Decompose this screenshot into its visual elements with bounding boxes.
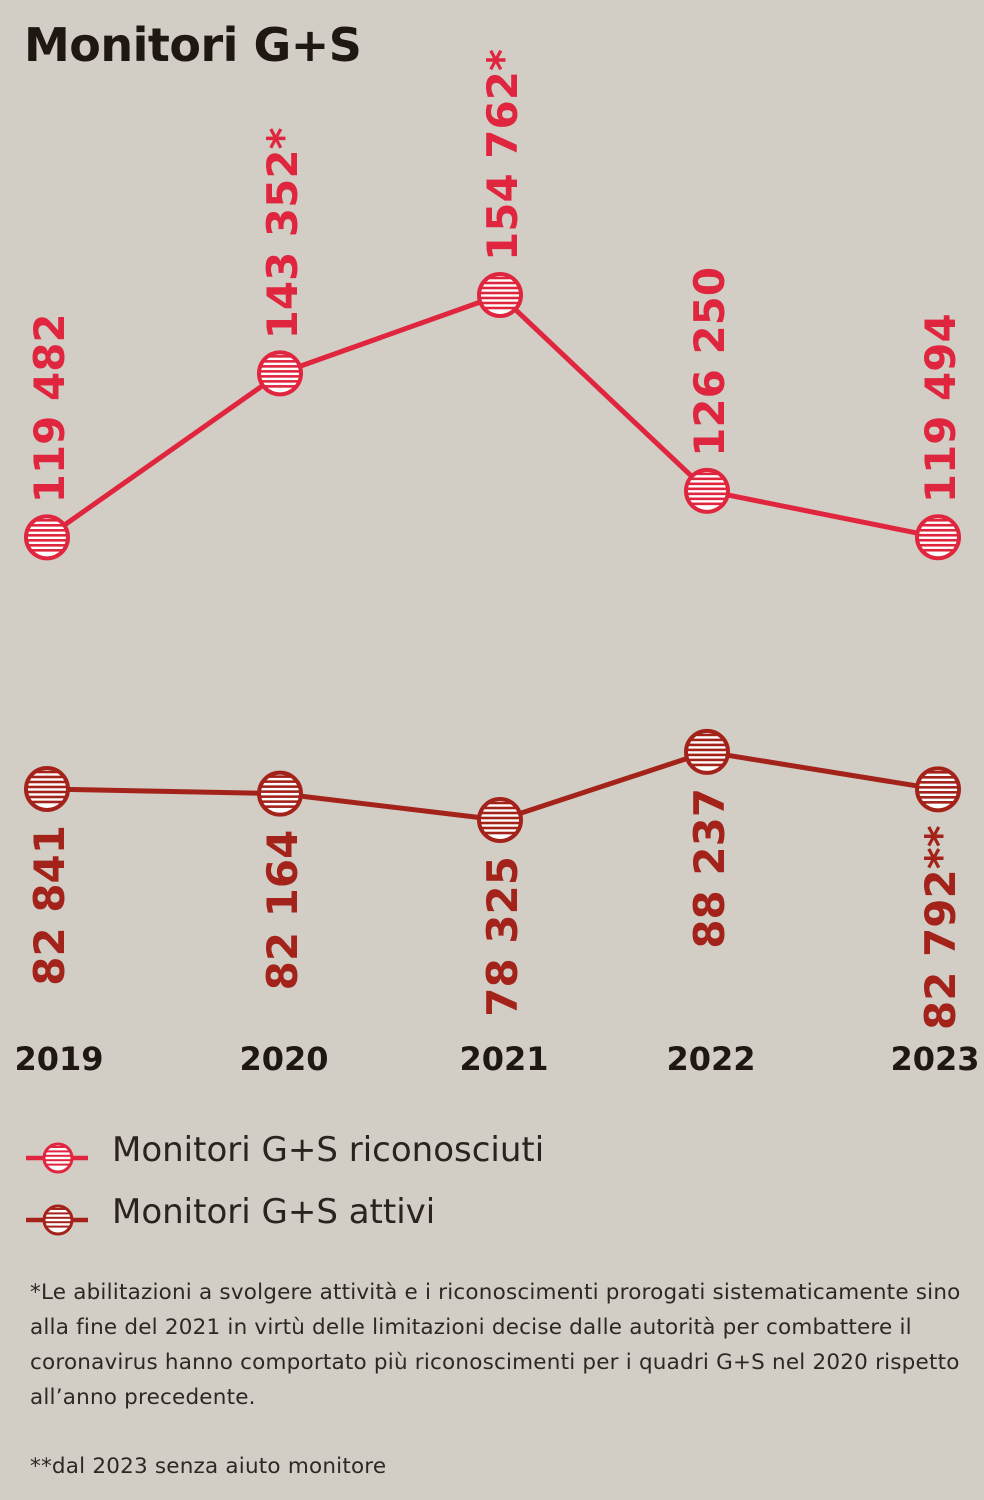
data-label-riconosciuti-2019: 119 482 [25, 313, 74, 503]
footnote-double-asterisk: **dal 2023 senza aiuto monitore [30, 1454, 387, 1479]
data-label-attivi-2023: 82 792** [916, 825, 965, 1030]
data-point-attivi-2023 [915, 766, 961, 813]
x-tick-label-2023: 2023 [890, 1040, 979, 1078]
data-point-riconosciuti-2019 [24, 514, 70, 561]
x-tick-label-2019: 2019 [14, 1040, 103, 1078]
legend-line-icon-attivi [26, 1204, 88, 1236]
line-chart: 119 482 143 352* 154 762* 126 250 119 494 82 … [14, 49, 979, 1078]
data-label-attivi-2019: 82 841 [25, 825, 74, 986]
data-point-riconosciuti-2021 [477, 272, 523, 318]
legend-label-attivi: Monitori G+S attivi [112, 1192, 436, 1232]
data-point-riconosciuti-2020 [257, 350, 303, 397]
data-point-riconosciuti-2022 [684, 467, 730, 514]
series-line-riconosciuti [45, 292, 939, 540]
data-point-attivi-2022 [684, 728, 730, 775]
x-tick-label-2021: 2021 [459, 1040, 548, 1078]
data-label-attivi-2022: 88 237 [685, 788, 734, 949]
footnotes: *Le abilitazioni a svolgere attività e i… [30, 1275, 970, 1484]
footnote-single-asterisk: *Le abilitazioni a svolgere attività e i… [30, 1280, 961, 1410]
legend-line-icon-riconosciuti [26, 1142, 88, 1174]
striped-circle-icon [42, 1142, 74, 1174]
x-tick-label-2020: 2020 [239, 1040, 328, 1078]
data-label-riconosciuti-2021: 154 762* [478, 49, 527, 261]
striped-circle-icon [42, 1204, 74, 1236]
chart-title: Monitori G+S [24, 18, 362, 72]
data-label-riconosciuti-2023: 119 494 [916, 313, 965, 503]
data-point-attivi-2021 [477, 797, 523, 843]
data-label-riconosciuti-2022: 126 250 [685, 267, 734, 457]
legend-label-riconosciuti: Monitori G+S riconosciuti [112, 1130, 545, 1170]
data-point-attivi-2019 [24, 765, 70, 812]
data-point-riconosciuti-2023 [915, 514, 961, 561]
data-point-attivi-2020 [257, 770, 303, 817]
data-label-riconosciuti-2020: 143 352* [258, 127, 307, 339]
x-tick-label-2022: 2022 [666, 1040, 755, 1078]
data-label-attivi-2021: 78 325 [478, 856, 527, 1017]
data-label-attivi-2020: 82 164 [258, 830, 307, 991]
